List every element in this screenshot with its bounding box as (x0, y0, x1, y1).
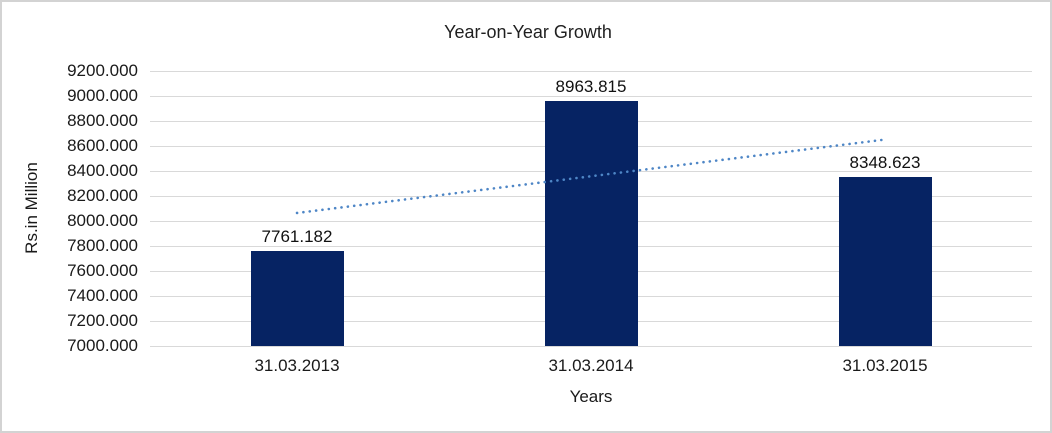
x-tick-label: 31.03.2014 (548, 356, 634, 375)
gridline (150, 95, 1032, 97)
y-tick-label: 8400.000 (67, 161, 138, 180)
x-tick-label: 31.03.2015 (842, 356, 928, 375)
y-tick-label: 7600.000 (67, 261, 138, 280)
gridline (150, 70, 1032, 72)
chart-title: Year-on-Year Growth (444, 22, 612, 42)
y-tick-label: 8000.000 (67, 211, 138, 230)
bar-data-label: 7761.182 (261, 226, 333, 246)
bar-data-label: 8963.815 (555, 76, 627, 96)
bar (250, 250, 344, 346)
y-tick-label: 7400.000 (67, 286, 138, 305)
y-tick-label: 8600.000 (67, 136, 138, 155)
y-tick-label: 7000.000 (67, 336, 138, 355)
bar (544, 100, 638, 346)
y-tick-label: 7800.000 (67, 236, 138, 255)
bar (838, 177, 932, 346)
y-tick-label: 8200.000 (67, 186, 138, 205)
y-tick-label: 7200.000 (67, 311, 138, 330)
bar-data-label: 8348.623 (849, 153, 921, 173)
x-tick-label: 31.03.2013 (254, 356, 340, 375)
y-tick-label: 9000.000 (67, 86, 138, 105)
x-axis-line (150, 345, 1032, 347)
y-tick-label: 8800.000 (67, 111, 138, 130)
y-tick-label: 9200.000 (67, 61, 138, 80)
x-axis-title: Years (569, 387, 613, 406)
